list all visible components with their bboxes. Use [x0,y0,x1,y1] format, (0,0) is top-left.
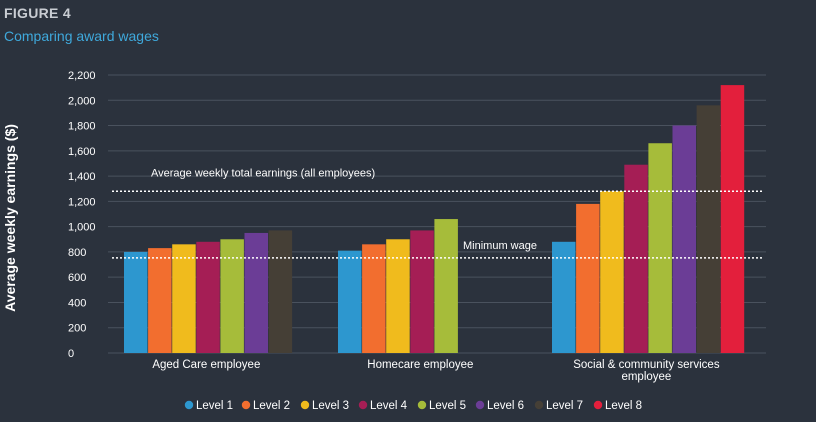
legend-label: Level 1 [196,400,233,412]
legend-marker [184,400,194,410]
bar [434,219,458,353]
legend-label: Level 5 [429,400,466,412]
legend-marker [241,400,251,410]
bar [600,191,624,353]
category-label: employee [621,371,671,383]
bar [696,105,721,353]
category-label: Homecare employee [367,359,473,371]
legend-marker [417,400,427,410]
bar [720,85,745,353]
y-tick-label: 2,000 [68,95,96,107]
bar [196,241,220,353]
figure-title: Comparing award wages [4,28,159,44]
bar [220,239,244,353]
y-tick-label: 200 [68,323,86,335]
y-tick-label: 1,800 [68,121,96,133]
category-label: Social & community services [573,359,720,371]
y-tick-label: 600 [68,272,86,284]
legend-marker [534,400,544,410]
bar [386,239,410,353]
legend-marker [358,400,368,410]
legend-label: Level 4 [370,400,408,412]
legend-marker [475,400,485,410]
bar [362,244,386,353]
y-tick-label: 800 [68,247,86,259]
y-axis-label: Average weekly earnings ($) [2,124,18,312]
bar [338,250,362,353]
y-tick-label: 1,200 [68,196,96,208]
bar [244,232,268,353]
legend-label: Level 7 [546,400,583,412]
bar [268,230,293,353]
y-tick-label: 1,400 [68,171,96,183]
y-tick-label: 0 [68,348,74,360]
y-tick-label: 400 [68,297,86,309]
reference-line-label: Minimum wage [463,240,537,252]
bar [172,244,196,353]
legend-label: Level 2 [253,400,290,412]
reference-line-label: Average weekly total earnings (all emplo… [151,167,375,179]
bar [648,143,672,353]
bar [624,164,648,353]
bar [576,203,600,353]
y-tick-label: 1,000 [68,222,96,234]
figure-label: FIGURE 4 [4,5,71,21]
bar [124,251,148,353]
y-tick-label: 2,200 [68,70,96,82]
bar [672,125,696,353]
legend-label: Level 8 [605,400,642,412]
legend-label: Level 3 [312,400,349,412]
legend-marker [593,400,603,410]
bar [410,230,434,353]
y-tick-label: 1,600 [68,146,96,158]
bar [552,241,576,353]
legend-marker [300,400,310,410]
legend-label: Level 6 [487,400,524,412]
category-label: Aged Care employee [152,359,260,371]
bar [148,248,172,353]
